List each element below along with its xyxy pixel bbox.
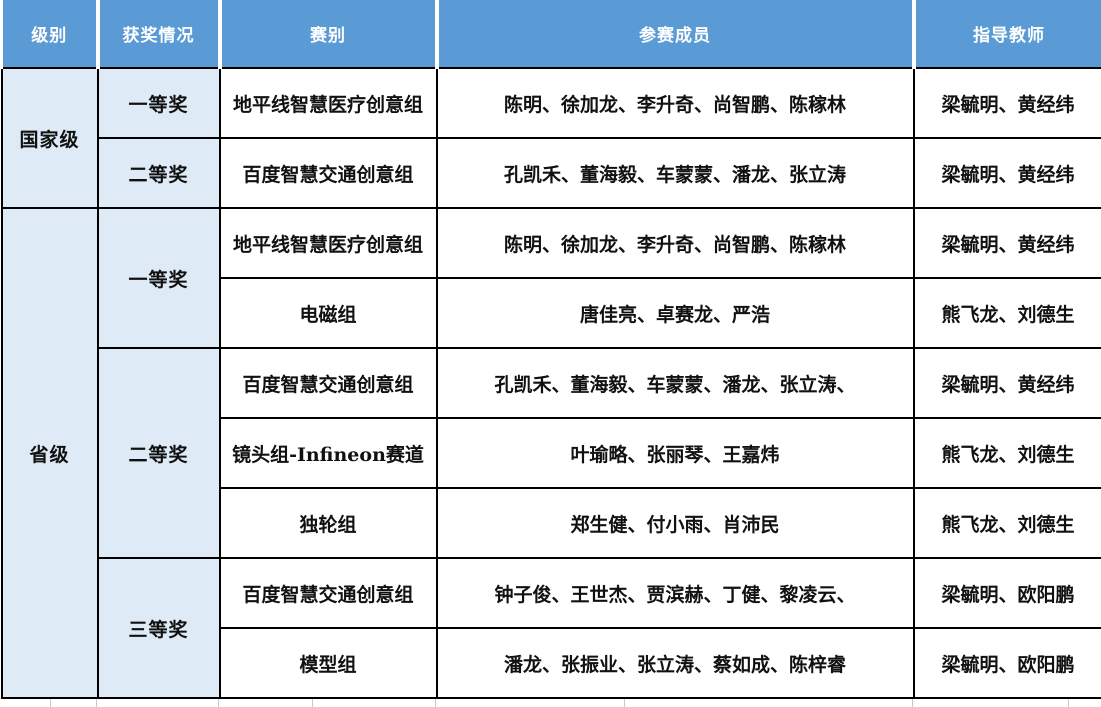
- members-cell: 陈明、徐加龙、李升奇、尚智鹏、陈稼林: [435, 67, 915, 139]
- teachers-cell: 梁毓明、黄经纬: [912, 207, 1101, 279]
- table-row: 二等奖 百度智慧交通创意组 孔凯禾、董海毅、车蒙蒙、潘龙、张立涛、 梁毓明、黄经…: [2, 347, 1101, 559]
- header-row: 级别 获奖情况 赛别 参赛成员 指导教师: [0, 0, 1101, 69]
- grid-continuation: [0, 699, 1101, 707]
- category-cell: 百度智慧交通创意组: [218, 347, 438, 419]
- award-cell: 一等奖: [96, 67, 221, 139]
- table-row: 镜头组-Infineon赛道 叶瑜略、张丽琴、王嘉炜 熊飞龙、刘德生: [2, 417, 1101, 489]
- category-cell: 地平线智慧医疗创意组: [218, 207, 438, 279]
- teachers-cell: 梁毓明、欧阳鹏: [912, 627, 1101, 699]
- column-header-teachers: 指导教师: [911, 0, 1101, 69]
- table-row: 模型组 潘龙、张振业、张立涛、蔡如成、陈梓睿 梁毓明、欧阳鹏: [2, 627, 1101, 699]
- level-cell-national: 国家级: [0, 67, 99, 209]
- level-cell-provincial: 省级: [0, 207, 99, 699]
- members-cell: 唐佳亮、卓赛龙、严浩: [435, 277, 915, 349]
- award-cell: 二等奖: [96, 347, 221, 559]
- teachers-cell: 熊飞龙、刘德生: [912, 487, 1101, 559]
- category-cell: 地平线智慧医疗创意组: [218, 67, 438, 139]
- members-cell: 陈明、徐加龙、李升奇、尚智鹏、陈稼林: [435, 207, 915, 279]
- members-cell: 叶瑜略、张丽琴、王嘉炜: [435, 417, 915, 489]
- column-header-award: 获奖情况: [95, 0, 222, 69]
- grid-line: [218, 699, 219, 707]
- grid-line: [1068, 699, 1069, 707]
- table-row: 三等奖 百度智慧交通创意组 钟子俊、王世杰、贾滨赫、丁健、黎凌云、 梁毓明、欧阳…: [2, 557, 1101, 699]
- category-cell: 模型组: [218, 627, 438, 699]
- teachers-cell: 梁毓明、黄经纬: [912, 347, 1101, 419]
- category-cell: 百度智慧交通创意组: [218, 557, 438, 629]
- table-row: 省级 一等奖 地平线智慧医疗创意组 陈明、徐加龙、李升奇、尚智鹏、陈稼林 梁毓明…: [0, 207, 1101, 699]
- members-cell: 郑生健、付小雨、肖沛民: [435, 487, 915, 559]
- category-cell: 独轮组: [218, 487, 438, 559]
- members-cell: 潘龙、张振业、张立涛、蔡如成、陈梓睿: [435, 627, 915, 699]
- grid-line: [96, 699, 97, 707]
- teachers-cell: 熊飞龙、刘德生: [912, 417, 1101, 489]
- members-cell: 孔凯禾、董海毅、车蒙蒙、潘龙、张立涛: [435, 137, 915, 209]
- category-cell: 镜头组-Infineon赛道: [218, 417, 438, 489]
- category-cell: 百度智慧交通创意组: [218, 137, 438, 209]
- column-header-members: 参赛成员: [434, 0, 916, 69]
- members-cell: 钟子俊、王世杰、贾滨赫、丁健、黎凌云、: [435, 557, 915, 629]
- grid-line: [50, 699, 51, 707]
- grid-line: [624, 699, 625, 707]
- column-header-category: 赛别: [217, 0, 439, 69]
- teachers-cell: 梁毓明、欧阳鹏: [912, 557, 1101, 629]
- members-cell: 孔凯禾、董海毅、车蒙蒙、潘龙、张立涛、: [435, 347, 915, 419]
- column-header-level: 级别: [0, 0, 100, 69]
- teachers-cell: 梁毓明、黄经纬: [912, 67, 1101, 139]
- table-row: 国家级 一等奖 地平线智慧医疗创意组 陈明、徐加龙、李升奇、尚智鹏、陈稼林 梁毓…: [0, 67, 1101, 209]
- grid-line: [435, 699, 436, 707]
- table-row: 二等奖 百度智慧交通创意组 孔凯禾、董海毅、车蒙蒙、潘龙、张立涛 梁毓明、黄经纬: [2, 137, 1101, 209]
- award-cell: 一等奖: [96, 207, 221, 349]
- award-cell: 二等奖: [96, 137, 221, 209]
- category-cell: 电磁组: [218, 277, 438, 349]
- teachers-cell: 梁毓明、黄经纬: [912, 137, 1101, 209]
- table-row: 电磁组 唐佳亮、卓赛龙、严浩 熊飞龙、刘德生: [2, 277, 1101, 349]
- grid-line: [312, 699, 313, 707]
- grid-line: [912, 699, 913, 707]
- award-cell: 三等奖: [96, 557, 221, 699]
- teachers-cell: 熊飞龙、刘德生: [912, 277, 1101, 349]
- table-row: 独轮组 郑生健、付小雨、肖沛民 熊飞龙、刘德生: [2, 487, 1101, 559]
